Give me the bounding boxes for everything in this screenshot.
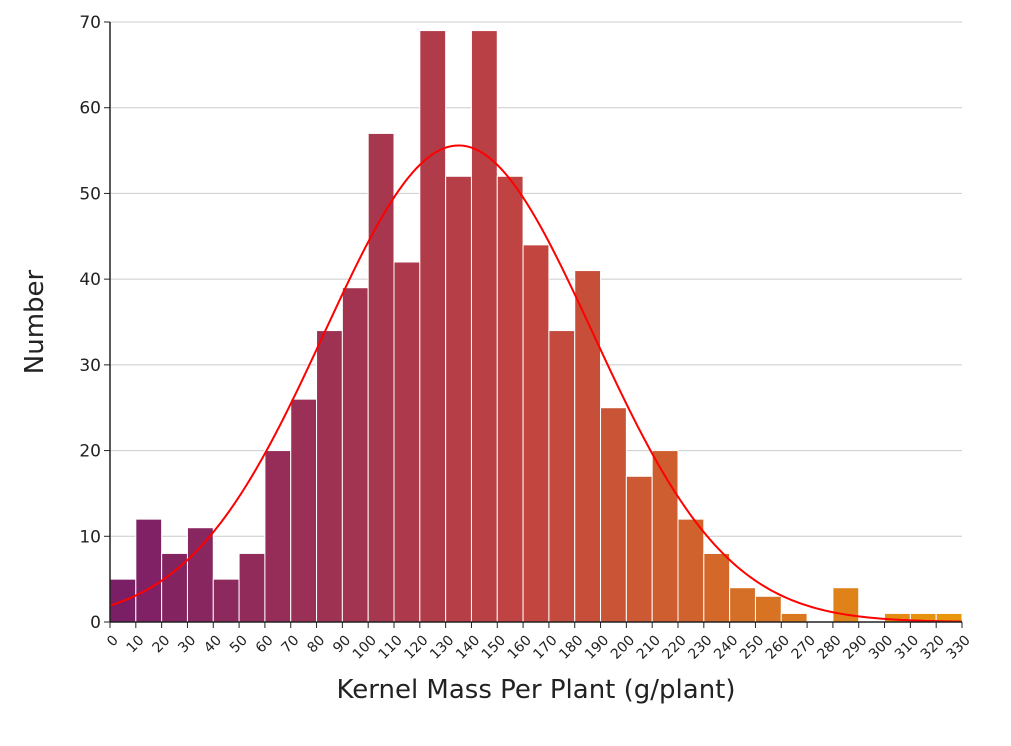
y-tick-label-10: 10 [79,527,101,547]
y-tick-label-30: 30 [79,356,101,376]
x-tick-label-0: 0 [104,632,122,650]
bar-50-60 [238,552,266,623]
x-tick-label-240: 240 [711,632,741,662]
x-tick-label-50: 50 [227,632,251,656]
x-tick-label-10: 10 [124,632,148,656]
x-tick-label-260: 260 [763,632,793,662]
bar-140-150 [470,30,498,623]
x-tick-label-120: 120 [401,632,431,662]
bar-120-130 [419,30,447,623]
x-tick-label-300: 300 [866,632,896,662]
x-tick-label-20: 20 [149,632,173,656]
x-tick-label-130: 130 [427,632,457,662]
y-tick-label-20: 20 [79,442,101,462]
bar-80-90 [316,330,343,623]
y-axis-title: Number [20,269,50,374]
x-tick-label-170: 170 [530,632,560,662]
x-tick-label-190: 190 [582,632,612,662]
x-tick-label-210: 210 [634,632,664,662]
x-tick-label-290: 290 [840,632,870,662]
bar-200-210 [625,475,653,623]
bar-230-240 [703,552,731,623]
x-tick-label-310: 310 [892,632,922,662]
x-tick-label-250: 250 [737,632,767,662]
x-tick-label-100: 100 [350,632,380,662]
bar-90-100 [341,287,369,623]
y-tick-labels: 0 10 20 30 40 50 60 70 [79,13,101,633]
bar-210-220 [651,450,679,623]
y-tick-label-0: 0 [90,613,101,633]
bar-60-70 [264,450,292,623]
x-axis-title: Kernel Mass Per Plant (g/plant) [336,675,735,705]
bar-220-230 [677,518,705,623]
x-tick-label-270: 270 [789,632,819,662]
y-tick-label-70: 70 [79,13,101,33]
x-tick-label-230: 230 [685,632,715,662]
x-tick-label-330: 330 [944,632,974,662]
bar-170-180 [548,330,576,623]
bar-190-200 [600,407,627,623]
y-tick-label-60: 60 [79,99,101,119]
bar-160-170 [522,244,550,623]
bar-240-250 [729,587,756,623]
x-tick-labels: 0 10 20 30 40 50 60 70 80 90100110120130140150160… [104,632,974,662]
fit-curve-layer [109,144,963,623]
bar-250-260 [754,595,782,623]
x-tick-label-160: 160 [505,632,535,662]
y-tick-label-40: 40 [79,270,101,290]
bar-10-20 [135,518,163,623]
bar-70-80 [290,398,318,623]
x-tick-label-180: 180 [556,632,586,662]
y-tick-label-50: 50 [79,184,101,204]
bar-260-270 [780,612,808,623]
bar-150-160 [496,175,524,623]
bar-100-110 [367,132,395,623]
histogram-bars [109,30,963,623]
x-tick-label-150: 150 [479,632,509,662]
x-tick-label-30: 30 [175,632,199,656]
x-tick-label-140: 140 [453,632,483,662]
axes [104,21,963,628]
x-tick-label-320: 320 [918,632,948,662]
x-tick-label-280: 280 [814,632,844,662]
x-tick-label-110: 110 [376,632,406,662]
x-tick-label-60: 60 [253,632,277,656]
bar-130-140 [445,175,472,623]
bar-110-120 [393,261,421,623]
x-tick-label-40: 40 [201,632,225,656]
bar-30-40 [186,527,214,623]
bar-40-50 [212,578,240,623]
bar-180-190 [574,270,602,623]
x-tick-label-80: 80 [304,632,328,656]
x-tick-label-70: 70 [279,632,303,656]
normal-fit-curve [109,144,963,623]
x-tick-label-200: 200 [608,632,638,662]
x-tick-label-220: 220 [660,632,690,662]
